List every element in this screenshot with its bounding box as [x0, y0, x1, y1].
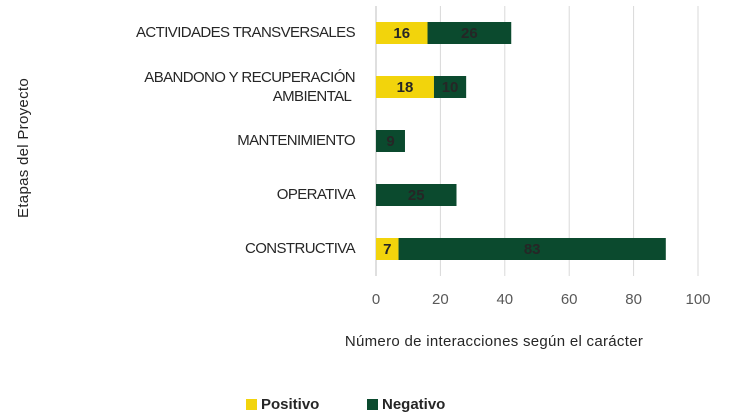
y-tick-label-line: ABANDONO Y RECUPERACIÓN [144, 69, 355, 86]
data-label: 7 [383, 241, 391, 258]
y-tick-label: MANTENIMIENTO [237, 132, 355, 149]
data-label: 83 [524, 241, 541, 258]
y-axis-title: Etapas del Proyecto [15, 78, 32, 218]
legend-label: Negativo [382, 396, 445, 413]
x-tick-label: 60 [561, 291, 578, 308]
x-tick-label: 20 [432, 291, 449, 308]
y-tick-label-line: AMBIENTAL [273, 88, 352, 105]
data-label: 16 [393, 25, 410, 42]
legend-label: Positivo [261, 396, 319, 413]
y-tick-label: OPERATIVA [277, 186, 356, 203]
bar [376, 184, 457, 206]
x-tick-label: 100 [685, 291, 710, 308]
y-tick-label: ACTIVIDADES TRANSVERSALES [136, 24, 356, 41]
data-label: 26 [461, 25, 478, 42]
bar [376, 130, 405, 152]
y-tick-label: CONSTRUCTIVA [245, 240, 356, 257]
data-label: 9 [386, 133, 394, 150]
bar [376, 238, 399, 260]
bar [376, 22, 428, 44]
bar [376, 76, 434, 98]
legend-swatch [367, 399, 378, 410]
x-tick-label: 0 [372, 291, 380, 308]
data-label: 10 [442, 79, 459, 96]
x-axis-title: Número de interacciones según el carácte… [345, 333, 643, 350]
x-tick-label: 80 [625, 291, 642, 308]
x-tick-label: 40 [496, 291, 513, 308]
y-tick-label: ABANDONO Y RECUPERACIÓN AMBIENTAL [144, 69, 355, 105]
bar [433, 76, 467, 98]
bar [427, 22, 512, 44]
data-label: 18 [397, 79, 414, 96]
legend-swatch [246, 399, 257, 410]
bar [398, 238, 666, 260]
data-label: 25 [408, 187, 425, 204]
